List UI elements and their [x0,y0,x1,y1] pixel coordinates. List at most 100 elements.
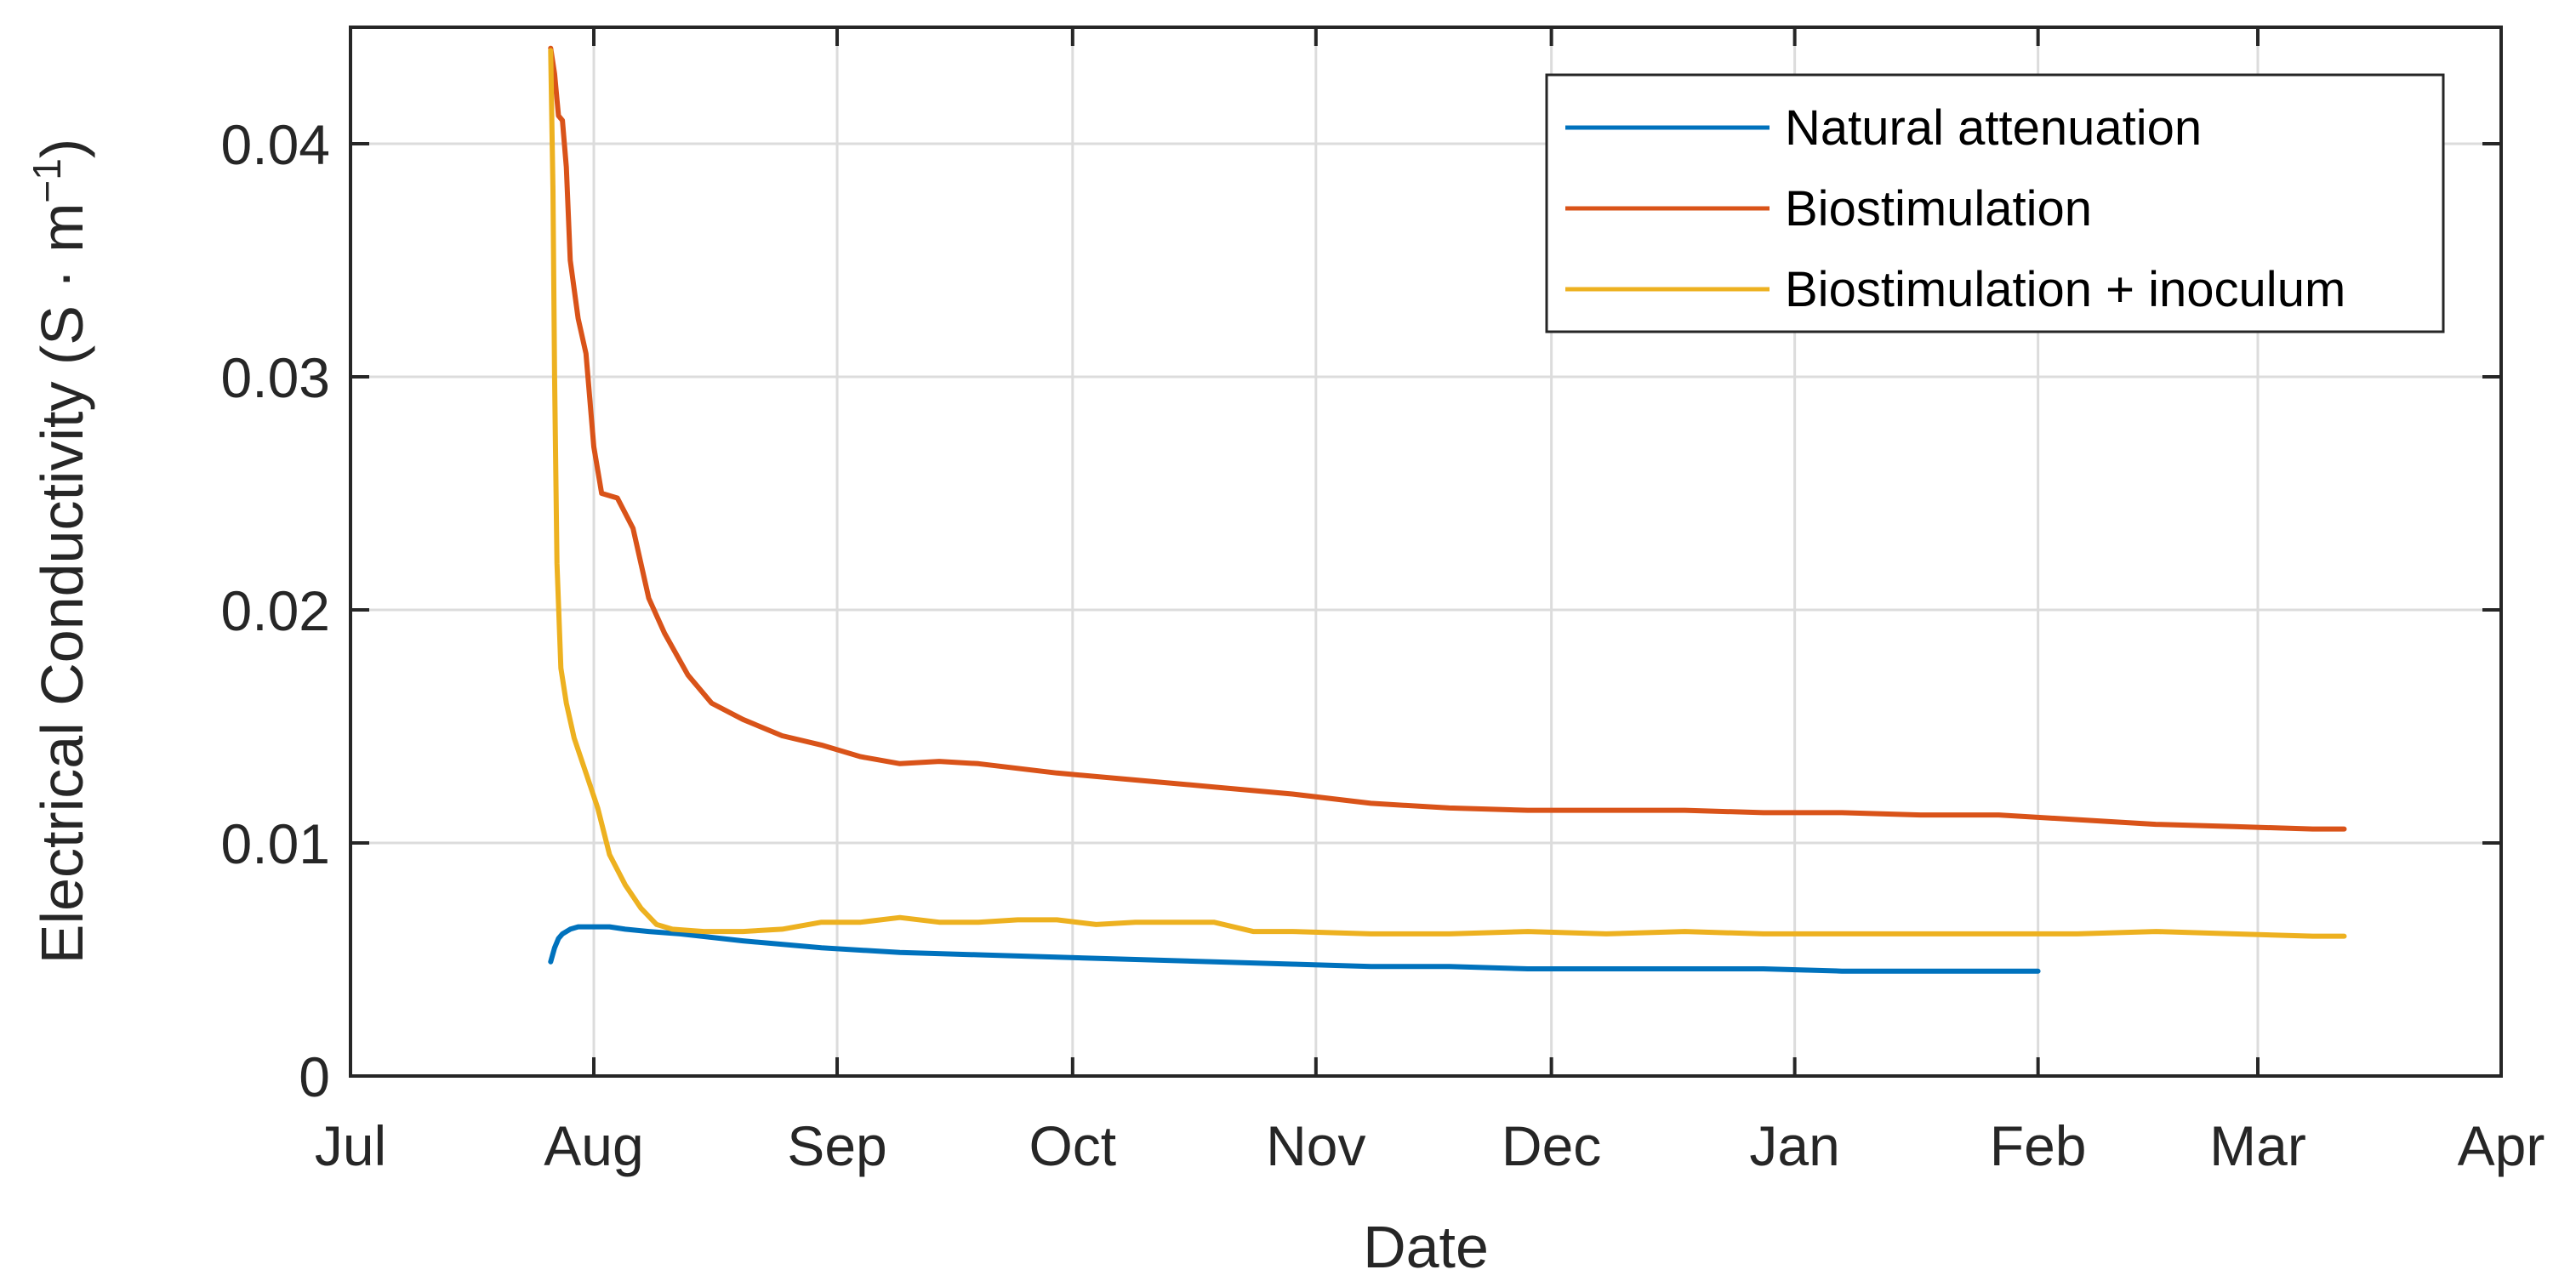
y-axis-title-close: ) [29,139,95,158]
data-point-biostimulation-inoculum [1172,919,1177,925]
data-point-biostimulation [1447,806,1452,811]
data-point-natural-attenuation [1368,964,1373,969]
data-point-biostimulation [591,444,596,449]
data-point-biostimulation-inoculum [2342,934,2347,939]
data-point-biostimulation-inoculum [1997,931,2002,937]
data-point-biostimulation-inoculum [1447,931,1452,937]
y-axis-title-superscript: −1 [25,158,69,202]
y-tick-label-0-03: 0.03 [221,346,330,409]
data-point-biostimulation-inoculum [558,666,563,671]
x-axis-title: Date [1363,1214,1489,1280]
data-point-natural-attenuation [567,926,573,931]
data-point-biostimulation-inoculum [740,929,745,934]
data-point-biostimulation [1918,812,1923,817]
x-tick-label-apr: Apr [2458,1114,2545,1177]
data-point-biostimulation-inoculum [2311,934,2316,939]
data-point-biostimulation [937,759,942,764]
data-point-biostimulation-inoculum [550,188,556,193]
y-tick-label-0: 0 [299,1045,330,1108]
data-point-natural-attenuation [1761,966,1766,971]
data-point-biostimulation [2153,822,2158,827]
legend-label-biostimulation-inoculum: Biostimulation + inoculum [1785,262,2345,317]
series-line-natural-attenuation [548,924,2041,974]
x-tick-label-jul: Jul [315,1114,386,1177]
data-point-biostimulation [1761,810,1766,815]
data-point-biostimulation [615,496,620,501]
x-tick-label-mar: Mar [2209,1114,2306,1177]
data-point-natural-attenuation [576,925,581,930]
data-point-natural-attenuation [976,953,981,958]
data-point-biostimulation [1683,808,1688,813]
data-point-natural-attenuation [1525,966,1530,971]
data-point-natural-attenuation [1133,957,1138,962]
data-point-biostimulation [1368,800,1373,806]
data-point-biostimulation [740,717,745,722]
data-point-biostimulation-inoculum [1683,929,1688,934]
y-axis-ticks: 0 0.01 0.02 0.03 0.04 [221,113,2501,1108]
data-point-biostimulation-inoculum [552,374,557,379]
data-point-biostimulation [2231,824,2237,829]
data-point-natural-attenuation [1918,969,1923,974]
x-tick-label-aug: Aug [544,1114,643,1177]
data-point-biostimulation-inoculum [701,929,706,934]
data-point-biostimulation-inoculum [607,852,613,857]
data-point-biostimulation [686,673,691,678]
data-point-biostimulation-inoculum [1015,917,1020,922]
data-point-biostimulation [647,595,652,601]
legend: Natural attenuation Biostimulation Biostim… [1545,73,2445,333]
data-point-biostimulation-inoculum [1133,919,1138,925]
y-axis-title: Electrical Conductivity (S · m−1) [25,139,95,964]
series-line-biostimulation-inoculum [548,48,2347,939]
data-point-natural-attenuation [607,925,613,930]
data-point-biostimulation [898,761,903,766]
y-tick-label-0-04: 0.04 [221,113,330,176]
data-point-biostimulation [662,630,667,635]
data-point-biostimulation [1997,812,2002,817]
y-axis-title-main: Electrical Conductivity (S · m [29,203,95,965]
data-point-biostimulation-inoculum [670,926,675,931]
data-point-natural-attenuation [898,950,903,955]
legend-label-biostimulation: Biostimulation [1785,181,2092,236]
data-point-biostimulation-inoculum [1525,929,1530,934]
data-point-natural-attenuation [1604,966,1609,971]
data-point-biostimulation-inoculum [572,736,577,741]
y-tick-label-0-02: 0.02 [221,579,330,642]
data-point-biostimulation-inoculum [564,701,569,706]
plot-frame [349,26,2503,1078]
data-point-natural-attenuation [623,926,628,931]
data-point-biostimulation [819,743,824,748]
data-point-biostimulation-inoculum [1368,931,1373,937]
data-point-biostimulation [560,118,565,123]
x-tick-label-nov: Nov [1266,1114,1365,1177]
data-point-biostimulation-inoculum [976,919,981,925]
data-point-biostimulation [1525,808,1530,813]
data-point-biostimulation [709,701,714,706]
data-point-biostimulation [1211,784,1217,789]
data-point-biostimulation-inoculum [779,926,784,931]
data-point-natural-attenuation [591,925,596,930]
data-point-biostimulation [976,761,981,766]
data-point-natural-attenuation [584,925,589,930]
data-point-biostimulation [2075,817,2080,823]
data-point-biostimulation-inoculum [858,919,863,925]
data-point-biostimulation-inoculum [548,48,553,53]
y-tick-label-0-01: 0.01 [221,812,330,875]
data-point-natural-attenuation [1683,966,1688,971]
data-point-biostimulation-inoculum [1054,917,1059,922]
data-point-natural-attenuation [2036,969,2041,974]
data-point-biostimulation [567,258,573,263]
data-point-biostimulation-inoculum [819,919,824,925]
data-point-biostimulation-inoculum [898,915,903,920]
data-point-biostimulation [2342,827,2347,832]
data-point-biostimulation [2311,827,2316,832]
data-point-biostimulation [1054,771,1059,776]
data-point-biostimulation-inoculum [1761,931,1766,937]
legend-label-natural-attenuation: Natural attenuation [1785,100,2202,156]
data-point-biostimulation-inoculum [596,806,601,811]
data-point-natural-attenuation [740,938,745,943]
x-tick-label-feb: Feb [1990,1114,2087,1177]
x-tick-label-dec: Dec [1502,1114,1601,1177]
data-point-biostimulation-inoculum [555,561,560,566]
data-point-natural-attenuation [1054,954,1059,959]
